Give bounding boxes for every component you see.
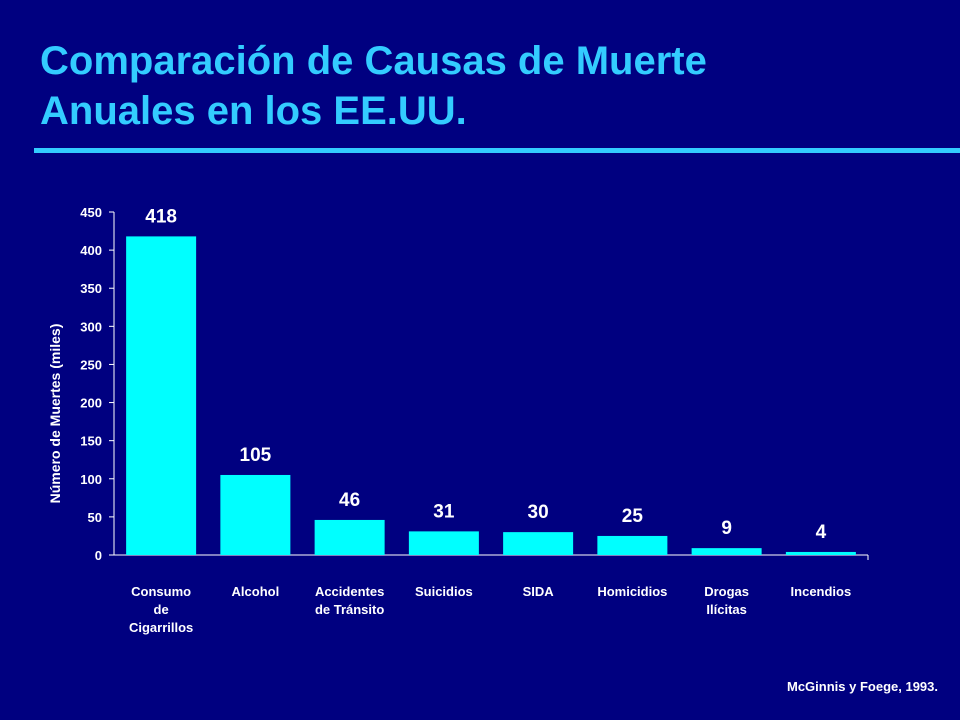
y-tick-label: 300 [80,319,102,334]
data-label: 46 [339,490,360,511]
y-tick-label: 350 [80,281,102,296]
category-label: Cigarrillos [129,620,193,635]
bar [503,532,574,555]
data-label: 25 [622,506,644,527]
category-label: Alcohol [232,584,280,599]
category-label: Drogas [704,584,749,599]
category-label: Ilícitas [706,602,746,617]
y-tick-label: 0 [95,548,102,563]
bar [220,474,291,555]
bar [314,519,385,555]
y-tick-label: 100 [80,472,102,487]
y-tick-label: 200 [80,396,102,411]
category-label: Suicidios [415,584,473,599]
category-label: Accidentes [315,584,384,599]
y-tick-label: 450 [80,205,102,220]
bar [785,551,856,555]
bar [126,236,197,555]
data-label: 4 [816,522,827,543]
data-label: 418 [145,206,177,227]
bar [408,531,479,555]
data-label: 9 [721,518,732,539]
category-label: Homicidios [597,584,667,599]
data-label: 105 [240,445,272,466]
category-label: Consumo [131,584,191,599]
y-axis-title: Número de Muertes (miles) [47,324,63,504]
y-tick-label: 250 [80,357,102,372]
bar [597,535,668,555]
slide-title-line-1: Comparación de Causas de Muerte [40,39,707,83]
bar [691,548,762,555]
y-tick-label: 50 [88,510,102,525]
category-label: de [154,602,169,617]
slide-title-line-2: Anuales en los EE.UU. [40,89,467,133]
y-tick-label: 400 [80,243,102,258]
data-label: 30 [528,502,549,523]
category-label: Incendios [791,584,852,599]
title-divider [34,148,960,153]
source-citation: McGinnis y Foege, 1993. [787,679,938,694]
category-label: SIDA [523,584,555,599]
slide-title: Comparación de Causas de Muerte Anuales … [40,36,920,136]
y-tick-label: 150 [80,434,102,449]
category-label: de Tránsito [315,602,384,617]
data-label: 31 [433,501,455,522]
